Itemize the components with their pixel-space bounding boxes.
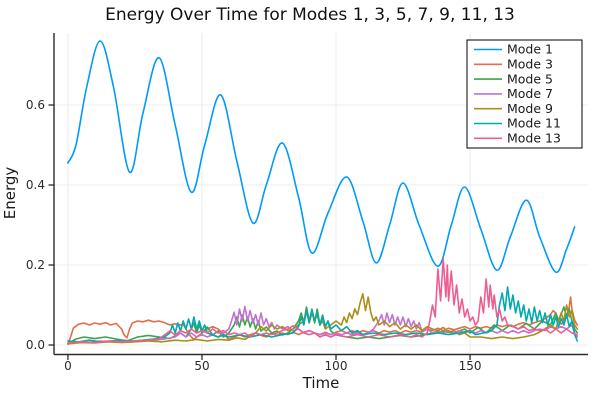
x-tick-label-50: 50 (194, 359, 209, 373)
series-line-mode-13 (67, 258, 579, 344)
legend-label-mode-13: Mode 13 (507, 131, 561, 146)
legend-label-mode-3: Mode 3 (507, 57, 553, 72)
legend-item-mode-11: Mode 11 (474, 116, 561, 131)
x-tick-label-100: 100 (325, 359, 348, 373)
y-tick-label-0.6: 0.6 (26, 98, 45, 112)
legend-item-mode-7: Mode 7 (474, 86, 553, 101)
y-tick-label-0: 0.0 (26, 338, 45, 352)
series-line-mode-1 (67, 40, 576, 274)
series-layer (67, 40, 579, 345)
y-tick-label-0.4: 0.4 (26, 178, 45, 192)
legend-item-mode-13: Mode 13 (474, 131, 561, 146)
x-tick-label-0: 0 (64, 359, 72, 373)
series-line-mode-9 (67, 293, 579, 345)
legend-item-mode-5: Mode 5 (474, 71, 553, 86)
legend-label-mode-5: Mode 5 (507, 71, 553, 86)
x-tick-label-150: 150 (459, 359, 482, 373)
y-tick-label-0.2: 0.2 (26, 258, 45, 272)
legend-item-mode-3: Mode 3 (474, 57, 553, 72)
series-line-mode-11 (67, 286, 579, 343)
legend-label-mode-9: Mode 9 (507, 101, 553, 116)
y-axis-label: Energy (1, 167, 19, 220)
chart-title: Energy Over Time for Modes 1, 3, 5, 7, 9… (105, 5, 515, 25)
legend-label-mode-7: Mode 7 (507, 86, 553, 101)
legend-label-mode-1: Mode 1 (507, 42, 553, 57)
tick-layer: 0 50 100 150 0.0 0.2 0.4 0.6 (26, 98, 482, 373)
legend-item-mode-9: Mode 9 (474, 101, 553, 116)
legend-label-mode-11: Mode 11 (507, 116, 561, 131)
legend-item-mode-1: Mode 1 (474, 42, 553, 57)
x-axis-label: Time (302, 374, 340, 392)
